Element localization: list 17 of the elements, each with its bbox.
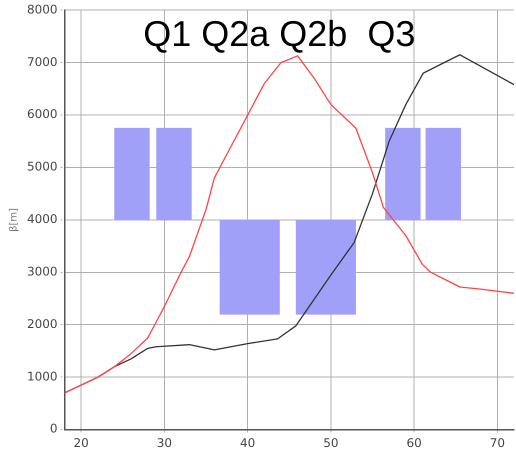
x-tick-label: 70 — [490, 436, 505, 450]
y-tick-label: 0 — [50, 422, 58, 436]
y-axis-title: β[m] — [8, 208, 20, 232]
y-tick-label: 5000 — [26, 160, 58, 174]
y-tick-label: 6000 — [26, 107, 58, 122]
x-tick-label: 50 — [323, 436, 339, 450]
x-tick-label: 40 — [240, 436, 256, 450]
y-tick-label: 2000 — [26, 316, 58, 331]
x-tick-label: 20 — [74, 436, 89, 450]
annotation: Q1 Q2a Q2b Q3 — [143, 13, 416, 54]
y-tick-label: 3000 — [26, 264, 58, 278]
x-tick-label: 60 — [406, 436, 422, 450]
y-tick-label: 4000 — [26, 212, 58, 226]
y-tick-label: 1000 — [26, 369, 58, 384]
x-tick-label: 30 — [156, 436, 172, 450]
y-tick-label: 8000 — [26, 2, 58, 16]
y-tick-label: 7000 — [26, 54, 58, 69]
